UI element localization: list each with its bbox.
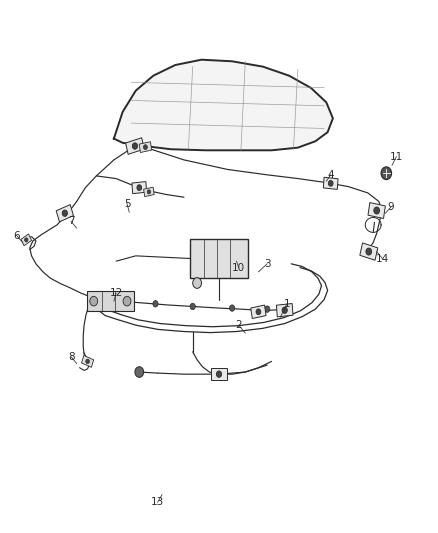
- Circle shape: [230, 305, 235, 311]
- Circle shape: [123, 296, 131, 306]
- Circle shape: [328, 181, 333, 186]
- Circle shape: [282, 307, 287, 313]
- FancyBboxPatch shape: [276, 303, 293, 317]
- Circle shape: [135, 367, 144, 377]
- FancyBboxPatch shape: [21, 234, 32, 246]
- Text: 11: 11: [390, 152, 403, 161]
- Circle shape: [147, 190, 151, 194]
- Circle shape: [153, 301, 158, 307]
- Circle shape: [366, 248, 372, 255]
- Polygon shape: [114, 60, 333, 150]
- FancyBboxPatch shape: [126, 138, 144, 155]
- Circle shape: [193, 278, 201, 288]
- FancyBboxPatch shape: [211, 368, 227, 380]
- Text: 4: 4: [327, 170, 334, 180]
- FancyBboxPatch shape: [323, 177, 338, 189]
- FancyBboxPatch shape: [360, 243, 378, 260]
- Circle shape: [62, 210, 67, 216]
- Circle shape: [190, 303, 195, 310]
- Text: 3: 3: [264, 259, 271, 269]
- FancyBboxPatch shape: [132, 182, 147, 193]
- Text: 7: 7: [67, 216, 74, 226]
- FancyBboxPatch shape: [251, 305, 266, 319]
- Text: 13: 13: [151, 497, 164, 507]
- FancyBboxPatch shape: [56, 205, 74, 222]
- Circle shape: [256, 309, 261, 314]
- FancyBboxPatch shape: [87, 291, 134, 311]
- Circle shape: [381, 167, 392, 180]
- Text: 8: 8: [68, 352, 75, 362]
- Circle shape: [132, 143, 138, 149]
- FancyBboxPatch shape: [368, 203, 385, 219]
- Circle shape: [265, 306, 270, 312]
- Text: 14: 14: [376, 254, 389, 263]
- Text: 1: 1: [283, 299, 290, 309]
- FancyBboxPatch shape: [139, 142, 152, 152]
- FancyBboxPatch shape: [144, 187, 154, 197]
- Text: 5: 5: [124, 199, 131, 208]
- Circle shape: [25, 238, 28, 242]
- Text: 12: 12: [110, 288, 123, 298]
- Circle shape: [216, 371, 222, 377]
- Circle shape: [86, 359, 89, 364]
- Circle shape: [90, 296, 98, 306]
- Text: 10: 10: [232, 263, 245, 272]
- Text: 2: 2: [235, 320, 242, 330]
- Circle shape: [137, 185, 141, 190]
- FancyBboxPatch shape: [81, 356, 94, 367]
- FancyBboxPatch shape: [190, 239, 248, 278]
- Text: 9: 9: [388, 202, 395, 212]
- Text: 6: 6: [13, 231, 20, 240]
- Circle shape: [144, 145, 147, 149]
- Circle shape: [374, 207, 380, 214]
